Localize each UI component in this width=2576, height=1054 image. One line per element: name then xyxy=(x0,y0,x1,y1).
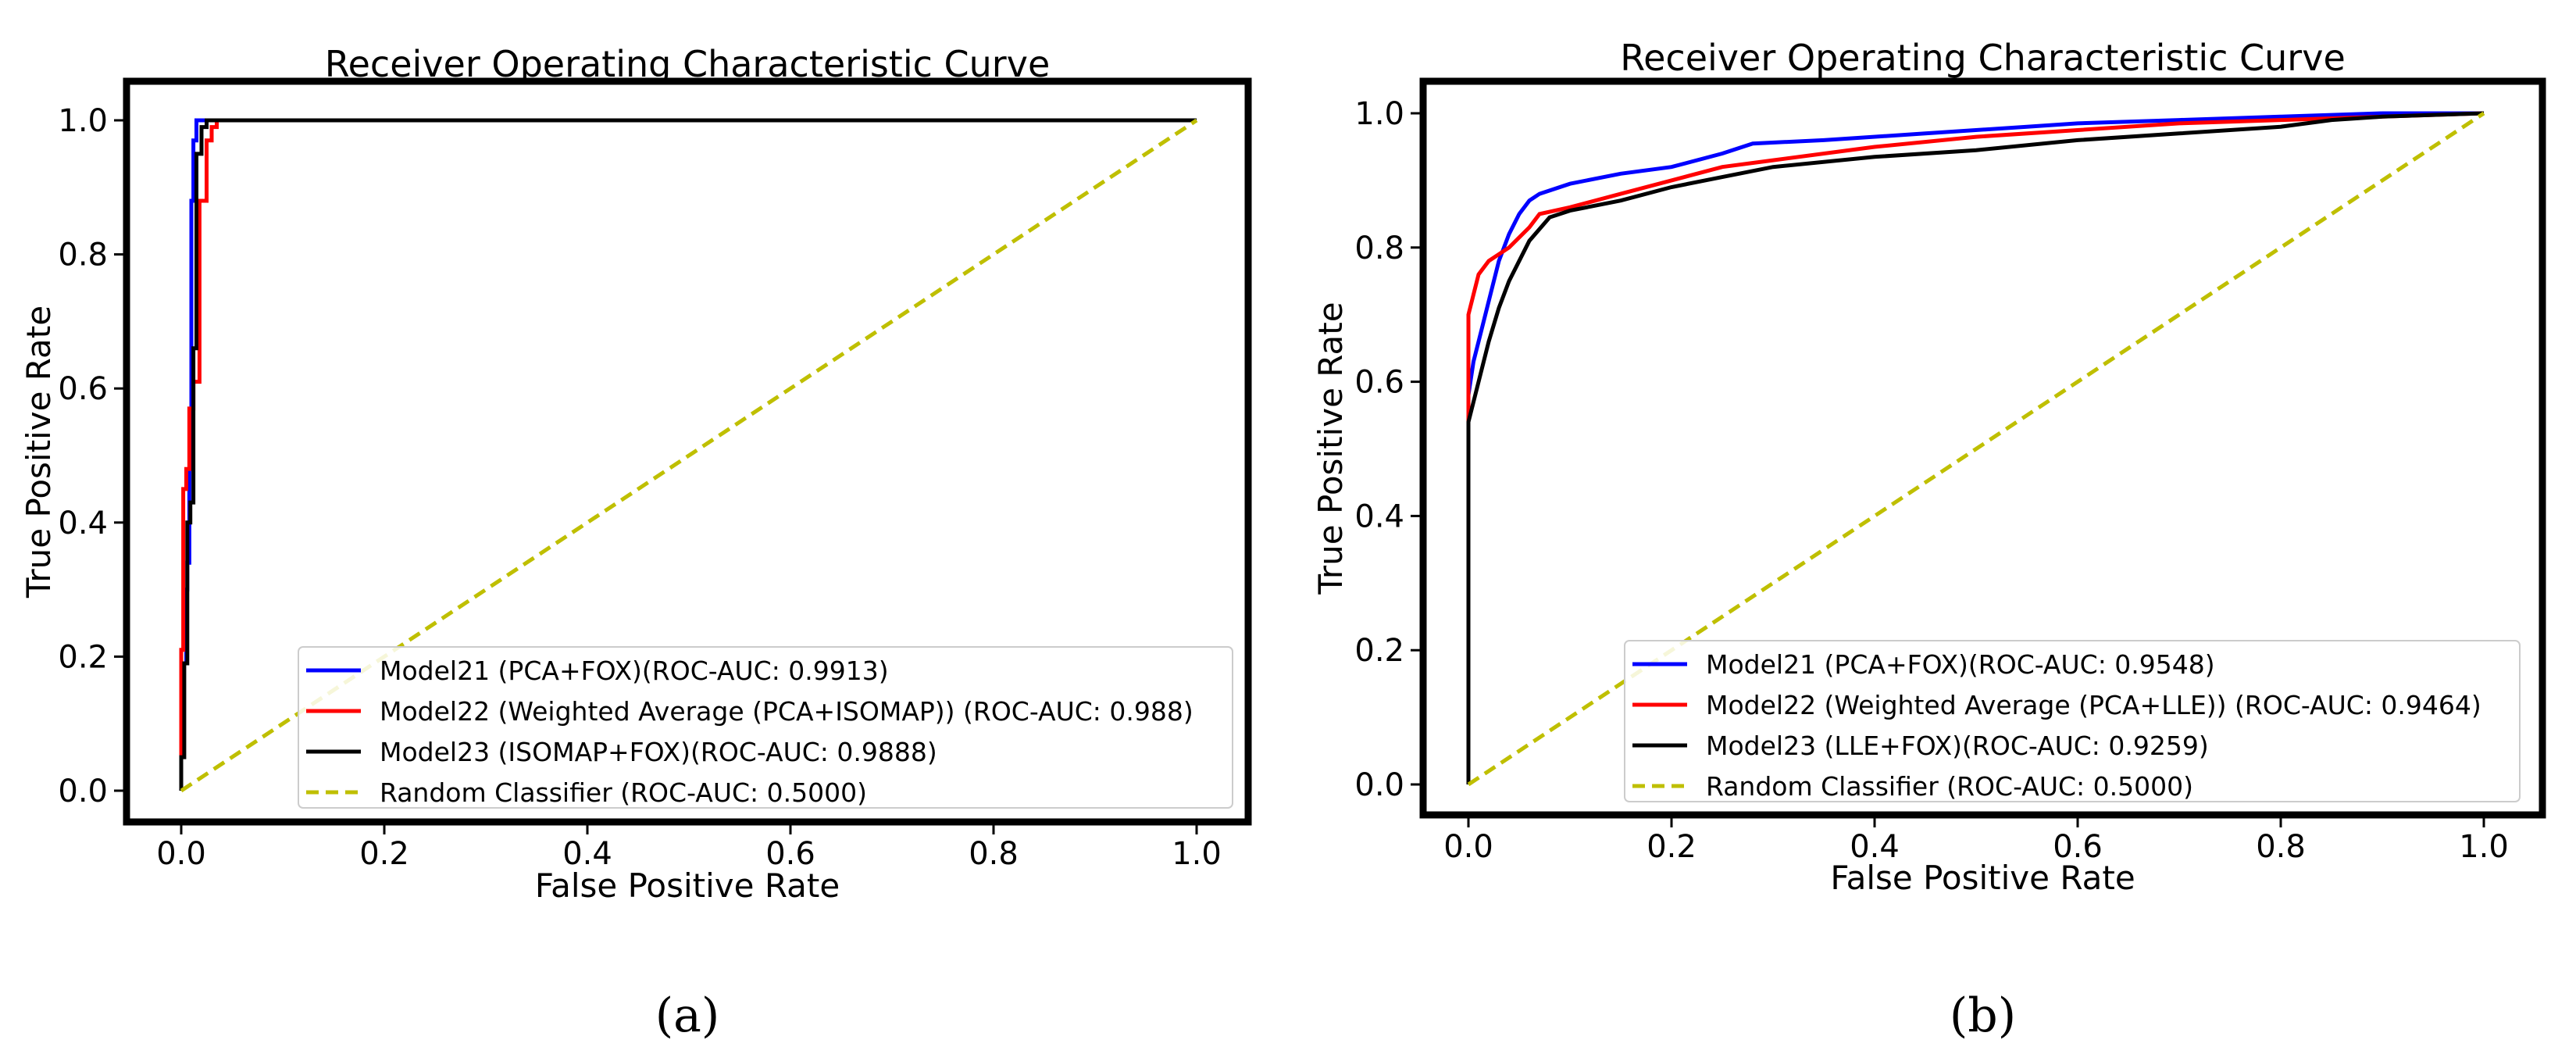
roc-chart-a: 0.0 0.2 0.4 0.6 0.8 1.0 0.0 0.2 0.4 0.6 0.8 1.0 Rece… xyxy=(20,43,1252,1043)
roc-chart-b: 0.0 0.2 0.4 0.6 0.8 1.0 0.0 0.2 0.4 0.6 0.8 1.0 Rece… xyxy=(1311,37,2546,1043)
y-tick-label: 0.2 xyxy=(1354,633,1404,669)
y-axis-label: True Positive Rate xyxy=(1311,302,1350,595)
series-line-model23 xyxy=(179,118,1197,791)
legend: Model21 (PCA+FOX)(ROC-AUC: 0.9913) Model2… xyxy=(298,646,1233,809)
legend-box xyxy=(1624,640,2521,802)
legend-entry: Model23 (ISOMAP+FOX)(ROC-AUC: 0.9888) xyxy=(380,737,937,767)
plot-frame xyxy=(123,77,1252,826)
x-tick-label: 0.2 xyxy=(1647,829,1697,865)
x-tick-label: 0.2 xyxy=(359,836,409,872)
x-tick-label: 0.8 xyxy=(969,836,1019,872)
x-tick-label: 0.0 xyxy=(156,836,206,872)
y-tick-label: 0.4 xyxy=(1354,498,1404,534)
legend-box xyxy=(298,646,1233,809)
y-axis-label: True Positive Rate xyxy=(20,305,58,598)
y-tick-label: 1.0 xyxy=(1354,96,1404,132)
y-tick-label: 1.0 xyxy=(58,103,108,139)
x-tick-label: 0.6 xyxy=(765,836,815,872)
series-line-model21 xyxy=(1466,111,2484,784)
y-tick-label: 0.2 xyxy=(58,639,108,675)
y-tick-label: 0.0 xyxy=(1354,767,1404,803)
legend-entry: Model21 (PCA+FOX)(ROC-AUC: 0.9913) xyxy=(380,656,889,686)
plot-frame xyxy=(1419,77,2546,819)
subfigure-caption: (b) xyxy=(1950,988,2016,1043)
y-tick-label: 0.0 xyxy=(58,774,108,809)
x-tick-label: 0.6 xyxy=(2053,829,2103,865)
x-tick-label: 0.4 xyxy=(562,836,612,872)
chart-title: Receiver Operating Characteristic Curve xyxy=(1620,37,2346,79)
x-tick-label: 0.8 xyxy=(2256,829,2306,865)
y-tick-label: 0.6 xyxy=(58,371,108,407)
legend-entry: Random Classifier (ROC-AUC: 0.5000) xyxy=(380,777,867,808)
x-tick-label: 0.4 xyxy=(1850,829,1900,865)
x-axis-label: False Positive Rate xyxy=(535,866,840,905)
legend-entry: Model21 (PCA+FOX)(ROC-AUC: 0.9548) xyxy=(1706,649,2215,680)
legend-entry: Model23 (LLE+FOX)(ROC-AUC: 0.9259) xyxy=(1706,731,2209,761)
x-axis-label: False Positive Rate xyxy=(1830,859,2135,897)
y-tick-label: 0.8 xyxy=(1354,230,1404,266)
subfigure-caption: (a) xyxy=(655,988,720,1043)
x-tick-label: 1.0 xyxy=(2459,829,2509,865)
legend-entry: Model22 (Weighted Average (PCA+LLE)) (RO… xyxy=(1706,690,2481,720)
x-tick-label: 0.0 xyxy=(1443,829,1493,865)
y-tick-label: 0.4 xyxy=(58,506,108,541)
legend-entry: Model22 (Weighted Average (PCA+ISOMAP)) … xyxy=(380,696,1193,727)
series-line-model22 xyxy=(179,118,232,791)
y-tick-label: 0.8 xyxy=(58,238,108,273)
legend-entry: Random Classifier (ROC-AUC: 0.5000) xyxy=(1706,771,2193,802)
legend: Model21 (PCA+FOX)(ROC-AUC: 0.9548) Model2… xyxy=(1624,640,2521,802)
series-line-model23 xyxy=(1466,111,2485,784)
x-tick-label: 1.0 xyxy=(1172,836,1222,872)
chart-title: Receiver Operating Characteristic Curve xyxy=(325,43,1051,85)
series-line-model22 xyxy=(1466,111,2485,784)
y-tick-label: 0.6 xyxy=(1354,365,1404,401)
